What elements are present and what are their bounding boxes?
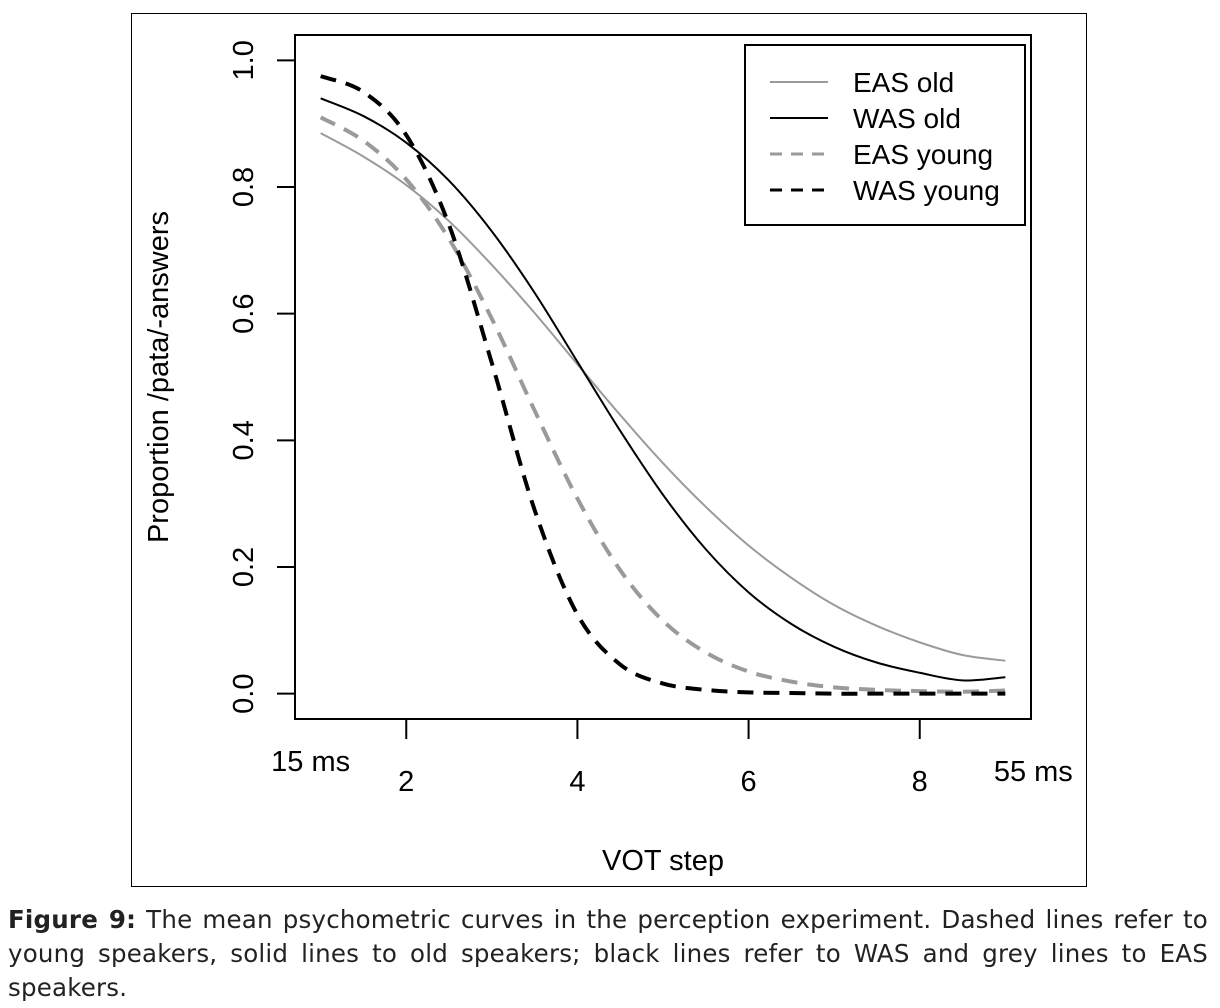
caption-label: Figure 9:	[8, 905, 137, 934]
x-tick-label: 6	[741, 766, 757, 798]
x-tick-label: 4	[569, 766, 585, 798]
y-tick-label: 0.0	[228, 674, 260, 714]
series-line-was-old	[320, 97, 1006, 682]
figure-frame	[131, 13, 1087, 887]
series-line-was-young	[319, 74, 1006, 696]
legend-box	[744, 44, 1026, 226]
x-axis-label: VOT step	[602, 845, 724, 877]
y-axis-label: Proportion /pata/-answers	[143, 211, 175, 543]
legend-label-was-old: WAS old	[853, 103, 961, 134]
x-tick-label: 2	[398, 766, 414, 798]
x-tick-label: 8	[912, 766, 928, 798]
legend-label-was-young: WAS young	[853, 175, 1000, 206]
legend-label-eas-old: EAS old	[853, 67, 954, 98]
chart: 2 4 6 8 15 ms 55 ms 0.0 0.2 0.4 0.6 0.8 1.0 EAS old…	[143, 34, 1073, 877]
y-tick-label: 1.0	[228, 40, 260, 80]
y-tick-label: 0.4	[228, 420, 260, 460]
x-end-annotation: 55 ms	[994, 756, 1073, 788]
figure-caption: Figure 9: The mean psychometric curves i…	[8, 903, 1208, 1005]
x-end-annotation: 15 ms	[271, 746, 350, 778]
series-line-eas-old	[320, 132, 1006, 662]
y-tick-label: 0.8	[228, 167, 260, 207]
y-tick-label: 0.6	[228, 294, 260, 334]
y-tick-label: 0.2	[228, 547, 260, 587]
plot-area	[294, 34, 1032, 720]
series-line-eas-young	[319, 115, 1006, 694]
legend-label-eas-young: EAS young	[853, 139, 993, 170]
caption-text: The mean psychometric curves in the perc…	[8, 905, 1208, 1002]
